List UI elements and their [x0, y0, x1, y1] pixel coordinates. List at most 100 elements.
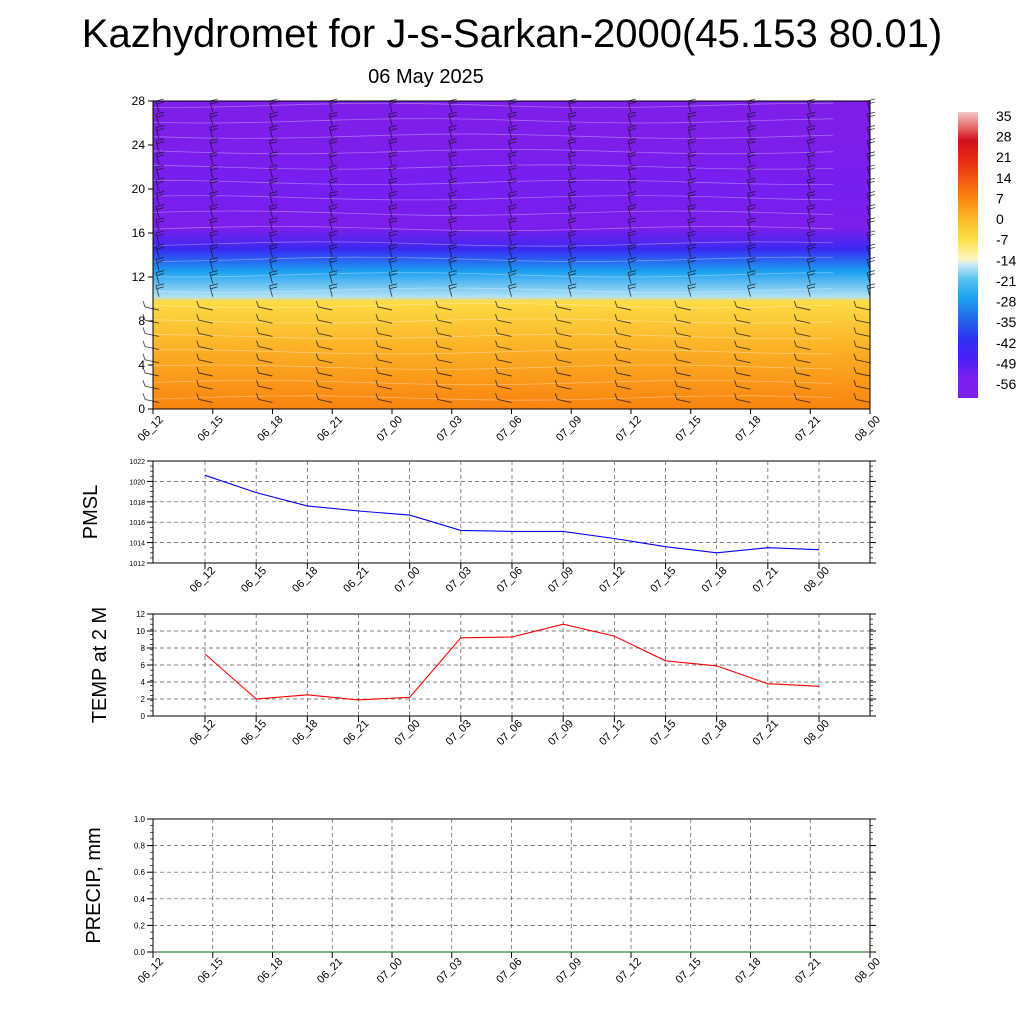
wind-barb: [388, 138, 398, 152]
y-tick-label: 4: [141, 678, 146, 687]
wind-barb: [315, 340, 333, 351]
colorbar-label: -49: [996, 355, 1016, 371]
wind-barb: [747, 190, 756, 205]
wind-barb: [142, 314, 160, 324]
wind-barb: [806, 124, 816, 139]
wind-barb: [567, 204, 577, 218]
wind-barb: [627, 243, 637, 258]
wind-barb: [508, 217, 517, 231]
wind-barb: [448, 111, 457, 126]
wind-barb: [269, 243, 278, 258]
y-tick-label: 0.2: [134, 921, 146, 930]
y-tick-label: 10: [136, 627, 145, 636]
contour-line: [152, 395, 834, 401]
wind-barb: [142, 327, 160, 337]
y-tick-label: 12: [132, 270, 146, 284]
contour-line: [152, 364, 834, 370]
wind-barb: [734, 353, 751, 364]
wind-barb: [567, 270, 577, 284]
wind-barb: [793, 327, 811, 337]
wind-barb: [448, 138, 457, 152]
wind-barb: [734, 314, 751, 324]
wind-barb: [806, 243, 816, 258]
wind-barb: [155, 204, 165, 218]
colorbar-gradient: [958, 112, 978, 398]
wind-barb: [328, 270, 338, 284]
wind-barb: [448, 217, 457, 231]
wind-barb: [388, 217, 398, 231]
wind-barb: [554, 327, 572, 337]
wind-barb: [448, 204, 457, 218]
y-tick-label: 0.8: [134, 842, 146, 851]
colorbar-label: 7: [996, 190, 1004, 206]
wind-barb: [448, 190, 457, 205]
wind-barb: [508, 164, 517, 179]
wind-barb: [209, 283, 218, 297]
contour-line: [152, 287, 834, 293]
wind-barb: [687, 190, 696, 205]
x-tick-label: 07_03: [444, 565, 474, 595]
wind-barb: [209, 138, 218, 152]
wind-barb: [328, 217, 338, 231]
wind-barb: [435, 340, 452, 351]
wind-barb: [614, 340, 632, 351]
wind-barb: [328, 177, 338, 192]
wind-barb: [687, 138, 696, 152]
x-tick-label: 07_21: [751, 565, 781, 595]
y-tick-label: 8: [141, 644, 146, 653]
x-tick-label: 08_00: [802, 565, 832, 595]
contour-line: [152, 302, 834, 309]
wind-barb: [508, 283, 517, 297]
y-tick-label: 1.0: [134, 815, 146, 824]
wind-barb: [853, 380, 871, 390]
wind-barb: [269, 283, 278, 297]
wind-barb: [155, 138, 165, 152]
wind-barb: [508, 270, 517, 284]
wind-barb: [209, 111, 218, 126]
wind-barb: [627, 177, 637, 192]
wind-barb: [256, 366, 273, 377]
wind-barb: [806, 164, 816, 179]
wind-barb: [806, 151, 816, 165]
x-tick-label: 07_12: [597, 718, 627, 748]
wind-barb: [196, 314, 213, 324]
wind-barb: [674, 314, 691, 324]
x-tick-label: 07_15: [648, 565, 678, 595]
wind-barb: [315, 380, 333, 390]
x-tick-label: 07_18: [733, 414, 763, 444]
wind-barb: [388, 256, 398, 271]
x-tick-label: 07_21: [793, 414, 823, 444]
wind-barb: [747, 164, 756, 179]
y-tick-label: 1018: [129, 500, 145, 507]
wind-barb: [388, 151, 398, 165]
contour-line: [152, 118, 834, 124]
wind-barb: [567, 217, 577, 231]
y-tick-label: 1020: [129, 479, 145, 486]
wind-barb: [567, 283, 577, 297]
x-tick-label: 06_15: [196, 414, 226, 444]
x-tick-label: 07_18: [699, 565, 729, 595]
wind-barb: [269, 270, 278, 284]
heatmap-field: [153, 101, 870, 409]
x-tick-label: 07_00: [392, 718, 422, 748]
x-tick-label: 06_18: [255, 414, 285, 444]
wind-barb: [142, 393, 160, 403]
x-tick-label: 07_15: [674, 414, 704, 444]
wind-barb: [567, 124, 577, 139]
wind-barb: [448, 243, 457, 258]
contour-line: [152, 380, 834, 386]
wind-barb: [567, 177, 577, 192]
wind-barb: [853, 300, 871, 311]
contour-line: [152, 133, 834, 139]
wind-barb: [627, 217, 637, 231]
wind-barb: [448, 177, 457, 192]
wind-barb: [674, 366, 691, 377]
colorbar-label: -35: [996, 314, 1016, 330]
wind-barb: [627, 230, 637, 245]
wind-barb: [508, 177, 517, 192]
series-line: [204, 474, 820, 554]
wind-barb: [793, 380, 811, 390]
wind-barb: [687, 177, 696, 192]
wind-barb: [448, 151, 457, 165]
